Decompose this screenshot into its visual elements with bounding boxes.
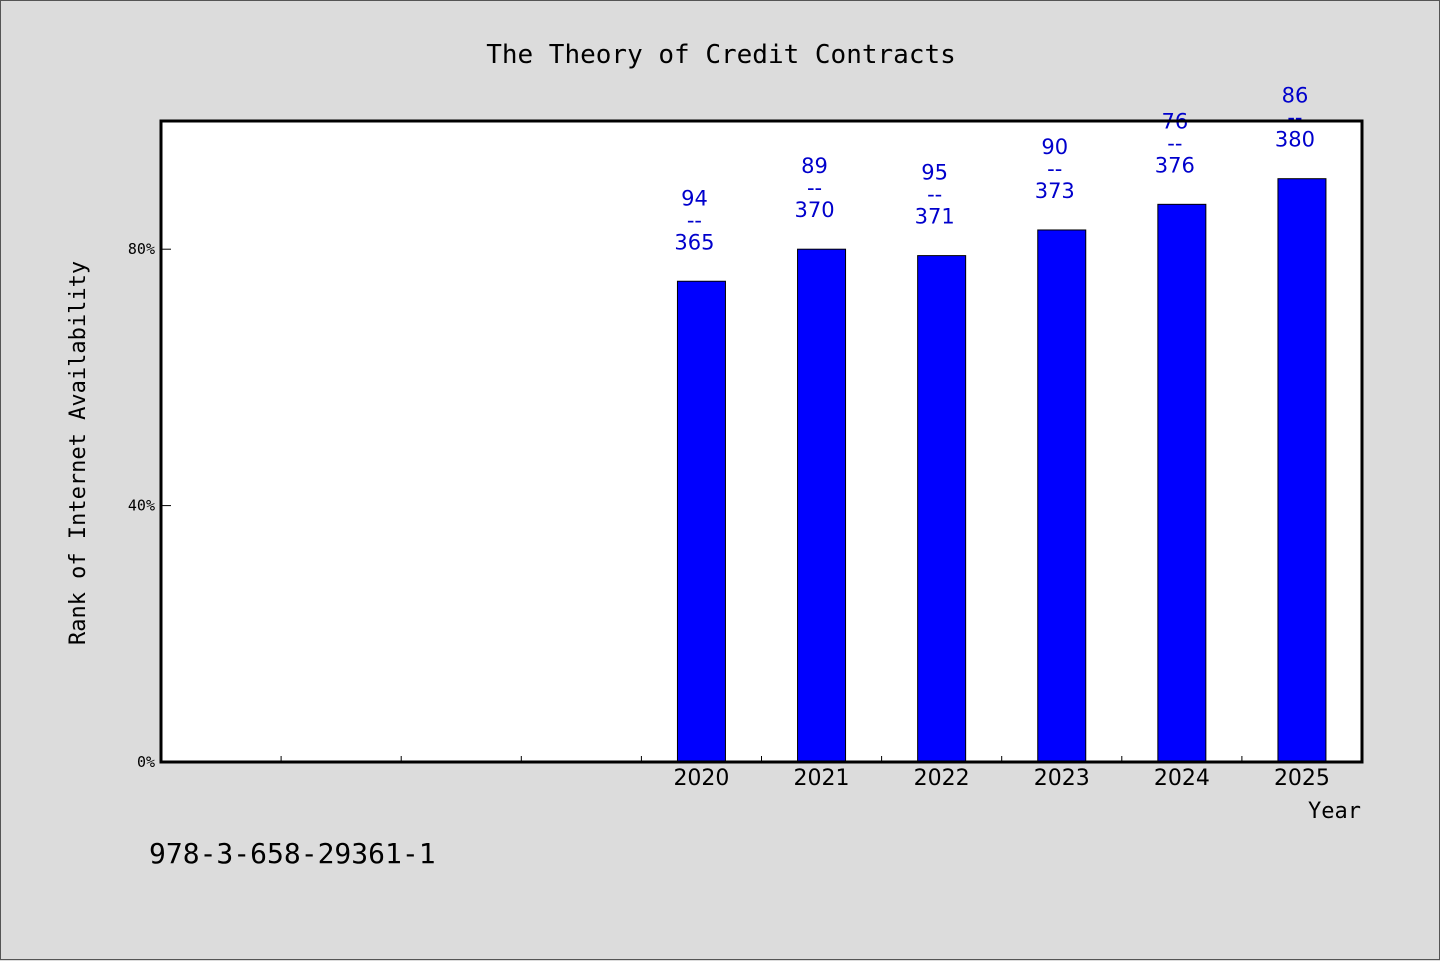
bar-2023 (1037, 229, 1087, 763)
data-label-2020-0: 94 (681, 186, 708, 210)
y-tick-label-80: 80% (128, 240, 155, 258)
data-label-2024-1: -- (1167, 131, 1182, 155)
data-label-2025-1: -- (1287, 106, 1302, 130)
data-label-2020-1: -- (687, 208, 702, 232)
x-tick-label-2025: 2025 (1274, 766, 1330, 791)
y-axis-label: Rank of Internet Availability (66, 261, 91, 645)
data-label-2022-2: 371 (915, 205, 955, 229)
data-label-2021-0: 89 (801, 154, 828, 178)
bar-2021 (797, 248, 847, 763)
data-label-2021-1: -- (807, 176, 822, 200)
data-label-2021-2: 370 (795, 198, 835, 222)
axis-ticks-layer: 2020 2021 2022 2023 2024 2025 0% 40% 80% (128, 240, 1330, 791)
data-label-2022-1: -- (927, 183, 942, 207)
data-label-2023-0: 90 (1041, 135, 1068, 159)
bar-2022 (917, 255, 967, 763)
bar-2024 (1157, 203, 1207, 763)
bar-2020 (676, 280, 726, 763)
chart-title: The Theory of Credit Contracts (486, 40, 956, 70)
data-label-2025-0: 86 (1282, 84, 1309, 108)
isbn-text: 978-3-658-29361-1 (149, 837, 436, 870)
x-tick-label-2022: 2022 (914, 766, 970, 791)
y-tick-label-0: 0% (137, 753, 155, 771)
x-tick-label-2021: 2021 (794, 766, 850, 791)
data-label-2022-0: 95 (921, 161, 948, 185)
y-tick-label-40: 40% (128, 497, 155, 515)
data-label-2020-2: 365 (674, 230, 714, 254)
data-label-2023-1: -- (1047, 157, 1062, 181)
data-label-2023-2: 373 (1035, 179, 1075, 203)
data-label-2025-2: 380 (1275, 128, 1315, 152)
x-tick-label-2020: 2020 (673, 766, 729, 791)
x-axis-label: Year (1308, 799, 1361, 824)
bars-layer (676, 178, 1327, 763)
plot-border (159, 119, 1364, 764)
x-tick-label-2023: 2023 (1034, 766, 1090, 791)
data-label-2024-2: 376 (1155, 153, 1195, 177)
x-tick-label-2024: 2024 (1154, 766, 1210, 791)
bar-2025 (1277, 178, 1327, 763)
